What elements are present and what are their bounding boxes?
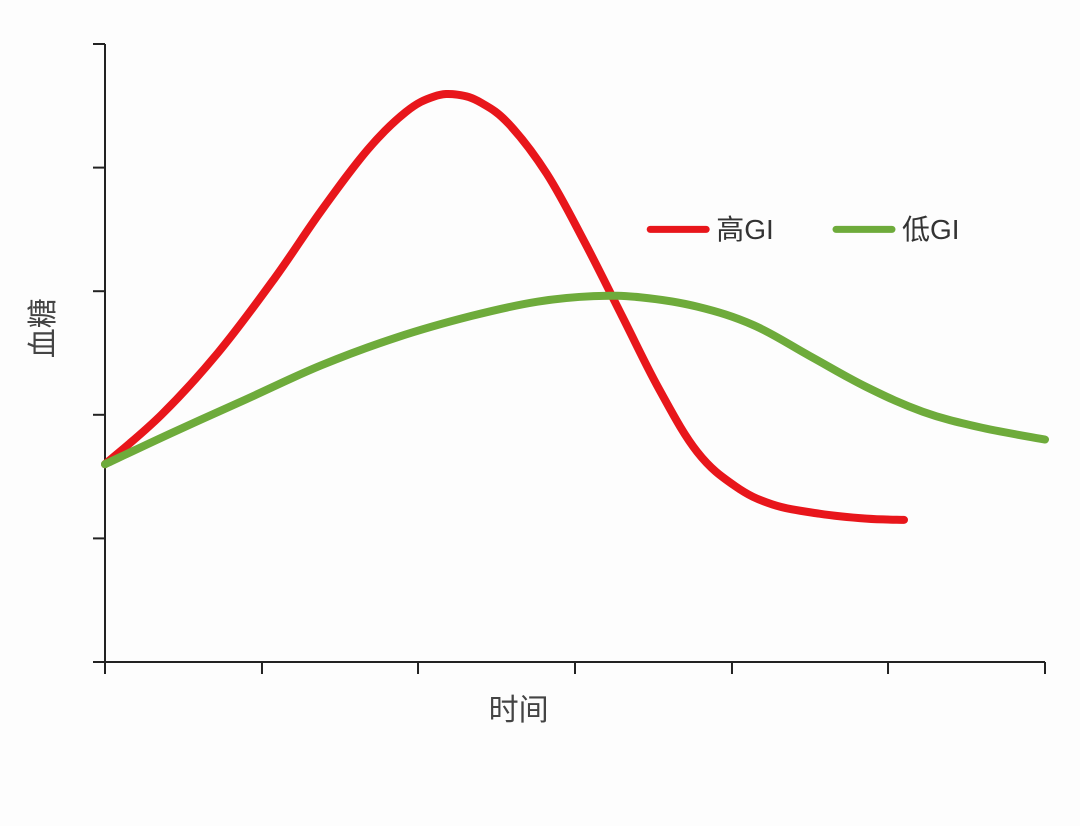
legend-label-1: 低GI xyxy=(902,214,960,245)
x-axis-label: 时间 xyxy=(489,694,549,727)
chart-svg: 时间 血糖 高GI 低GI xyxy=(0,0,1080,826)
legend-label-0: 高GI xyxy=(716,214,774,245)
y-axis-label: 血糖 xyxy=(27,298,60,358)
gi-blood-sugar-chart: 时间 血糖 高GI 低GI xyxy=(0,0,1080,826)
